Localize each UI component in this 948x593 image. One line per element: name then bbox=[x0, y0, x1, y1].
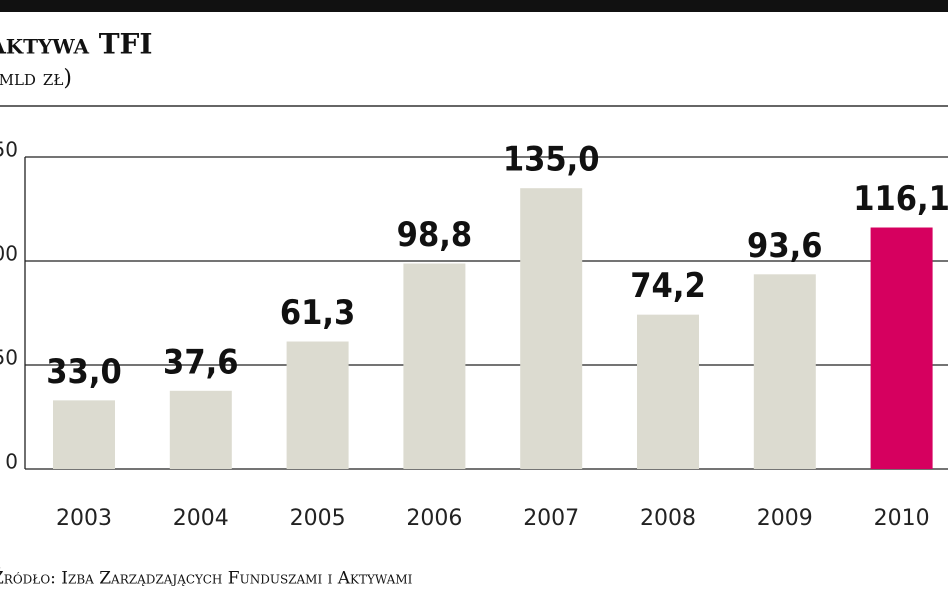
bar bbox=[753, 274, 816, 469]
x-tick-label: 2009 bbox=[757, 506, 813, 531]
value-label: 98,8 bbox=[397, 215, 472, 255]
y-tick-label: 150 bbox=[0, 138, 18, 162]
bar bbox=[520, 188, 583, 469]
value-label: 74,2 bbox=[630, 266, 705, 306]
bar bbox=[53, 400, 115, 469]
x-tick-label: 2005 bbox=[290, 506, 346, 531]
y-tick-label: 50 bbox=[0, 346, 18, 370]
x-tick-label: 2007 bbox=[523, 506, 579, 531]
chart-subtitle: (mld zł) bbox=[0, 66, 72, 91]
source: Źródło: Izba Zarządzających Funduszami i… bbox=[0, 568, 413, 589]
y-tick-label: 100 bbox=[0, 242, 18, 266]
value-label: 135,0 bbox=[503, 140, 600, 180]
value-label: 93,6 bbox=[747, 226, 822, 266]
bar bbox=[403, 263, 466, 469]
top-band bbox=[0, 0, 948, 12]
value-label: 61,3 bbox=[280, 293, 355, 333]
x-tick-label: 2010 bbox=[874, 506, 930, 531]
bar bbox=[637, 314, 699, 469]
bar bbox=[870, 227, 933, 469]
x-tick-label: 2008 bbox=[640, 506, 696, 531]
chart-title: Aktywa TFI bbox=[0, 28, 153, 61]
x-tick-label: 2003 bbox=[56, 506, 112, 531]
value-label: 116,1 bbox=[853, 179, 948, 219]
x-tick-label: 2006 bbox=[406, 506, 462, 531]
value-label: 33,0 bbox=[46, 352, 121, 392]
bar bbox=[169, 390, 232, 469]
y-tick-label: 0 bbox=[5, 450, 18, 474]
x-tick-label: 2004 bbox=[173, 506, 229, 531]
bar bbox=[286, 341, 349, 469]
value-label: 37,6 bbox=[163, 342, 238, 382]
